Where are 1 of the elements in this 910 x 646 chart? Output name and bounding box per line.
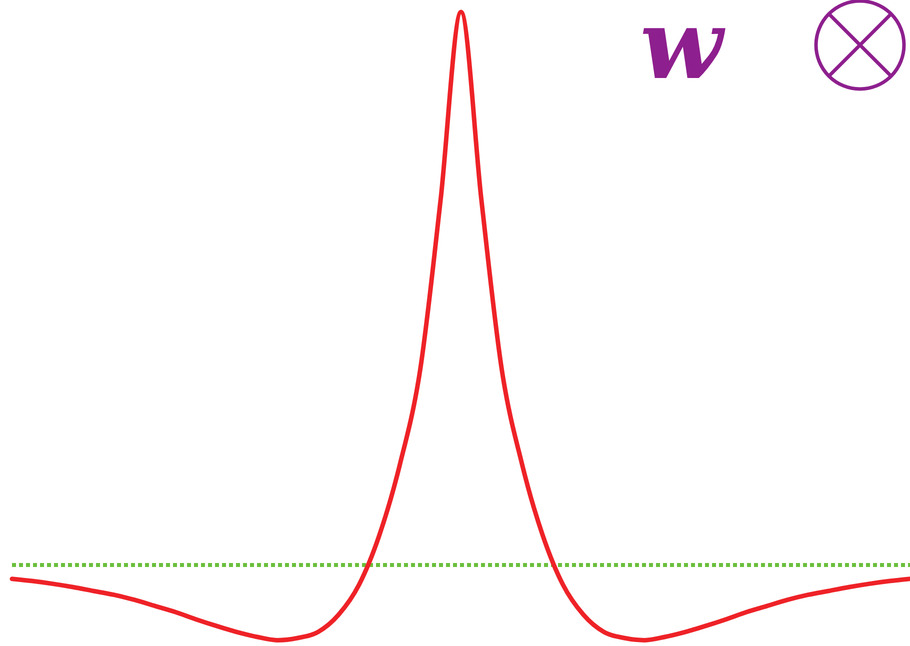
annotation: w xyxy=(640,0,726,101)
